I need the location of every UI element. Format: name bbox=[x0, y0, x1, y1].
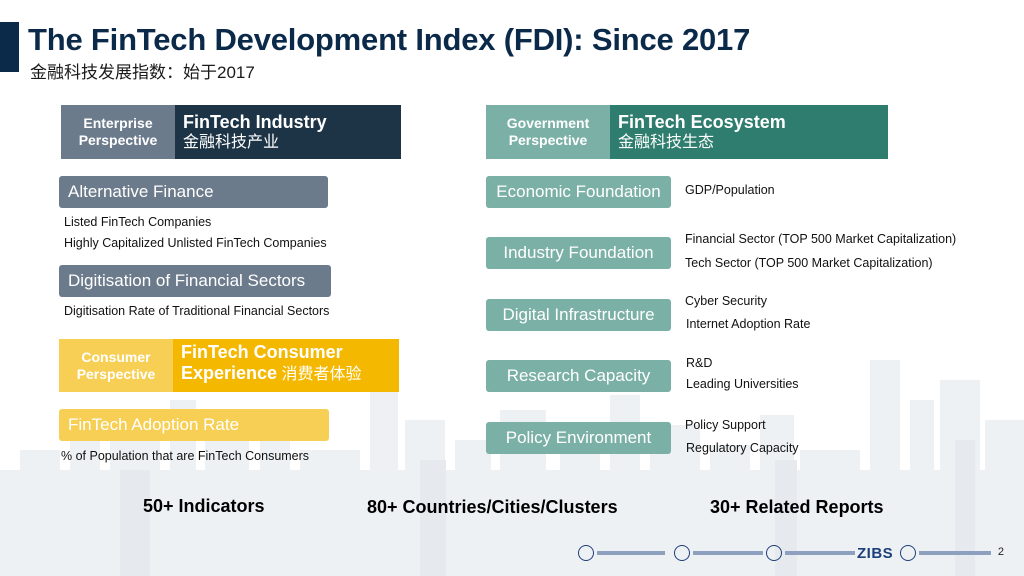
economic-foundation-pill: Economic Foundation bbox=[486, 176, 671, 208]
industry-foundation-pill: Industry Foundation bbox=[486, 237, 671, 269]
stat-indicators: 50+ Indicators bbox=[143, 496, 265, 516]
note-rnd: R&D bbox=[686, 356, 713, 370]
partner-logo-2 bbox=[674, 544, 763, 562]
page-subtitle: 金融科技发展指数：始于2017 bbox=[30, 63, 255, 82]
note-population-fintech: % of Population that are FinTech Consume… bbox=[61, 449, 310, 463]
title-accent-bar bbox=[0, 22, 19, 72]
fintech-consumer-title-cn: 消费者体验 bbox=[281, 366, 362, 383]
digital-infrastructure-pill: Digital Infrastructure bbox=[486, 299, 671, 331]
note-cyber-security: Cyber Security bbox=[685, 294, 767, 308]
policy-environment-pill: Policy Environment bbox=[486, 422, 671, 454]
adoption-rate-pill: FinTech Adoption Rate bbox=[59, 409, 329, 441]
fintech-ecosystem-pillar: FinTech Ecosystem 金融科技生态 bbox=[610, 105, 888, 159]
note-listed-fintech: Listed FinTech Companies bbox=[64, 215, 212, 229]
fintech-experience-title: Experience bbox=[181, 363, 278, 383]
stat-countries: 80+ Countries/Cities/Clusters bbox=[367, 497, 618, 517]
zibs-logo: ZIBS bbox=[857, 544, 893, 562]
fintech-consumer-pillar: FinTech Consumer Experience 消费者体验 bbox=[173, 339, 399, 392]
fintech-industry-pillar: FinTech Industry 金融科技产业 bbox=[175, 105, 401, 159]
partner-logo-4 bbox=[900, 544, 991, 562]
note-tech-sector: Tech Sector (TOP 500 Market Capitalizati… bbox=[685, 256, 933, 270]
note-financial-sector: Financial Sector (TOP 500 Market Capital… bbox=[685, 232, 957, 246]
partner-logo-3 bbox=[766, 544, 855, 562]
note-regulatory-capacity: Regulatory Capacity bbox=[686, 441, 799, 455]
fintech-consumer-title: FinTech Consumer bbox=[181, 342, 343, 362]
note-policy-support: Policy Support bbox=[685, 418, 766, 432]
fintech-industry-title: FinTech Industry bbox=[183, 112, 327, 132]
page-title: The FinTech Development Index (FDI): Sin… bbox=[28, 22, 751, 57]
fintech-ecosystem-title-cn: 金融科技生态 bbox=[618, 134, 715, 151]
research-capacity-pill: Research Capacity bbox=[486, 360, 671, 392]
government-perspective-label: Government Perspective bbox=[486, 105, 610, 159]
consumer-perspective-label: Consumer Perspective bbox=[59, 339, 173, 392]
digitisation-pill: Digitisation of Financial Sectors bbox=[59, 265, 331, 297]
note-unlisted-fintech: Highly Capitalized Unlisted FinTech Comp… bbox=[64, 236, 327, 250]
stat-reports: 30+ Related Reports bbox=[710, 497, 884, 517]
partner-logo-1 bbox=[578, 544, 665, 562]
note-leading-universities: Leading Universities bbox=[686, 377, 799, 391]
note-internet-adoption: Internet Adoption Rate bbox=[686, 317, 811, 331]
alternative-finance-pill: Alternative Finance bbox=[59, 176, 328, 208]
enterprise-perspective-label: Enterprise Perspective bbox=[61, 105, 175, 159]
note-gdp-population: GDP/Population bbox=[685, 183, 775, 197]
fintech-ecosystem-title: FinTech Ecosystem bbox=[618, 112, 786, 132]
fintech-industry-title-cn: 金融科技产业 bbox=[183, 134, 280, 151]
note-digitisation-rate: Digitisation Rate of Traditional Financi… bbox=[64, 304, 330, 318]
zibs-logo-text: ZIBS bbox=[857, 544, 894, 562]
page-number: 2 bbox=[997, 546, 1004, 558]
